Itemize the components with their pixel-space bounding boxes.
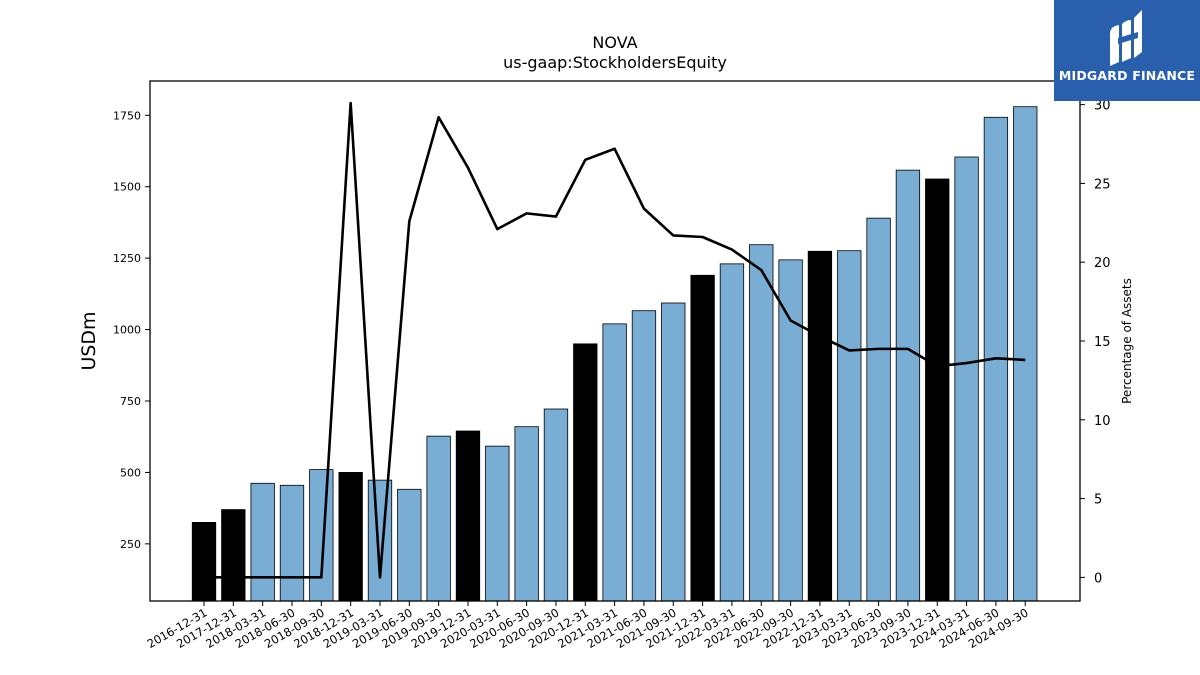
bar — [279, 484, 305, 602]
bar — [397, 488, 422, 602]
logo: MIDGARD FINANCE — [1054, 0, 1200, 101]
y-tick-label: 1750 — [113, 109, 141, 122]
bar — [690, 274, 715, 602]
bar — [485, 445, 510, 602]
bar — [719, 263, 745, 602]
bar — [837, 250, 862, 602]
y-tick-label: 500 — [120, 466, 141, 479]
chart-subtitle: us-gaap:StockholdersEquity — [503, 53, 727, 72]
y-tick-label: 250 — [120, 538, 141, 551]
bar — [309, 469, 334, 602]
y-axis-label: USDm — [78, 311, 100, 370]
y2-tick-label: 20 — [1094, 256, 1111, 271]
bar — [749, 244, 774, 602]
y2-tick-label: 10 — [1094, 414, 1111, 429]
y-tick-label: 1250 — [113, 252, 141, 265]
bar — [602, 323, 627, 602]
y2-axis-label: Percentage of Assets — [1120, 278, 1134, 404]
bar — [221, 509, 246, 602]
bar — [514, 426, 539, 602]
bar — [925, 178, 950, 602]
logo-text: MIDGARD FINANCE — [1058, 68, 1196, 83]
bar — [778, 259, 803, 602]
plot-area: 2505007501000125015001750051015202530201… — [113, 80, 1111, 651]
bar — [191, 522, 217, 602]
y2-tick-label: 0 — [1094, 571, 1102, 586]
bar — [250, 482, 275, 602]
bar — [338, 472, 363, 602]
bar — [895, 169, 921, 602]
y2-tick-label: 25 — [1094, 177, 1111, 192]
bar — [954, 156, 979, 602]
y2-tick-label: 30 — [1094, 99, 1111, 114]
y2-tick-label: 15 — [1094, 335, 1111, 350]
bar — [426, 435, 451, 602]
bar — [866, 217, 891, 602]
bar — [661, 302, 686, 602]
bar — [367, 479, 393, 602]
bar — [1013, 106, 1038, 602]
logo-mark-icon — [1110, 10, 1142, 66]
y2-tick-label: 5 — [1094, 493, 1102, 508]
bar — [573, 343, 598, 602]
percentage-line — [204, 101, 1026, 579]
y-tick-label: 750 — [120, 395, 141, 408]
bar — [543, 408, 569, 602]
bar — [455, 430, 481, 602]
chart-title: NOVA — [592, 33, 637, 52]
y-tick-label: 1000 — [113, 324, 141, 337]
bar — [631, 310, 657, 602]
y-tick-label: 1500 — [113, 181, 141, 194]
bar — [807, 250, 833, 602]
